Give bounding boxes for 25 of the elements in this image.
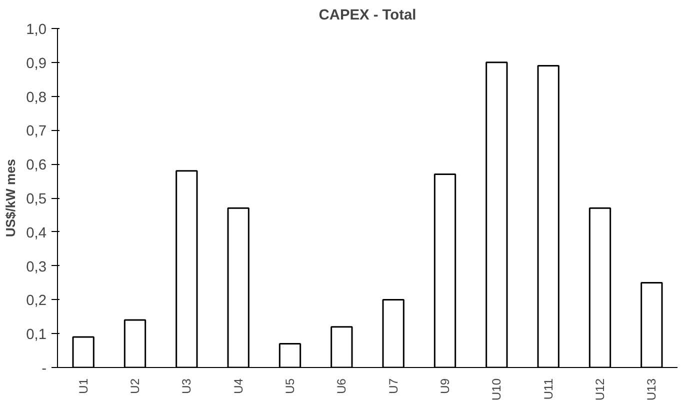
x-tick-label: U11 (541, 378, 556, 400)
y-tick-label: 0,2 (26, 293, 46, 310)
y-tick-label: - (42, 361, 47, 377)
x-tick-label: U5 (283, 378, 297, 394)
chart-title: CAPEX - Total (318, 8, 416, 24)
y-tick-label: 0,8 (26, 90, 46, 106)
x-tick-label: U10 (490, 378, 504, 401)
y-tick-label: 0,9 (26, 56, 46, 72)
y-tick-label: 0,7 (26, 124, 46, 140)
x-tick-label: U1 (76, 378, 90, 394)
x-tick-label: U3 (180, 378, 194, 394)
x-tick-label: U13 (644, 378, 659, 401)
y-tick-label: 0,6 (26, 158, 46, 174)
y-tick-label: 0,1 (26, 327, 46, 344)
y-tick-label: 0,4 (26, 225, 46, 242)
x-tick-label: U4 (231, 378, 246, 394)
y-axis-title: US$/kW mes (3, 158, 18, 238)
x-tick-label: U9 (438, 378, 452, 394)
y-tick-label: 1,0 (26, 22, 46, 38)
x-tick-label: U6 (334, 378, 349, 394)
x-tick-label: U12 (593, 378, 607, 401)
y-tick-label: 0,5 (26, 192, 46, 208)
y-tick-label: 0,3 (26, 259, 46, 276)
x-tick-label: U2 (128, 378, 142, 394)
x-tick-label: U7 (386, 378, 400, 394)
